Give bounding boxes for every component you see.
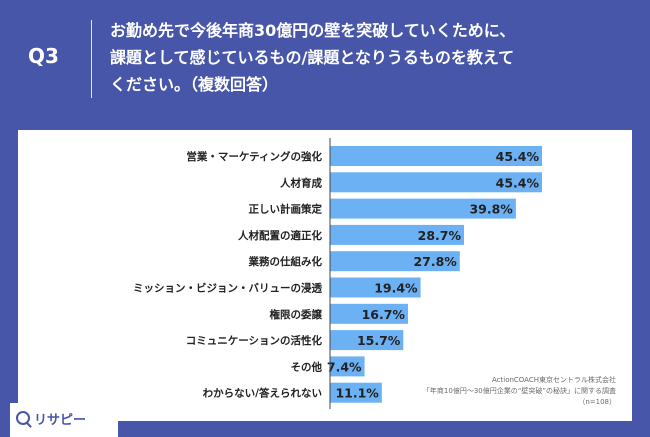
question-number: Q3 [28,44,59,68]
category-label: 業務の仕組み化 [248,255,323,268]
question-text: お勤め先で今後年商30億円の壁を突破していくために、 課題として感じているもの/… [110,17,635,98]
question-line: お勤め先で今後年商30億円の壁を突破していくために、 [110,21,516,40]
source-line: ActionCOACH東京セントラル株式会社 [491,376,616,384]
category-label: コミュニケーションの活性化 [186,334,323,347]
bar [330,224,465,245]
bar [330,146,542,166]
category-label: 権限の委譲 [270,308,323,321]
category-label: 人材育成 [280,176,322,189]
bar [330,198,516,219]
value-label: 16.7% [362,307,406,322]
source-line: （n=108） [578,398,616,406]
category-label: わからない/答えられない [203,387,322,400]
bar [330,330,404,351]
source-line: 「年商10億円〜30億円企業の“壁突破”の秘訣」に関する調査 [422,387,616,395]
value-label: 27.8% [413,254,457,269]
value-label: 45.4% [496,175,540,190]
value-label: 7.4% [327,359,362,374]
category-label: その他 [291,360,323,373]
bar [330,172,542,193]
bar-chart: 営業・マーケティングの強化 45.4% 人材育成 45.4% 正しい計画策定 39.8% 人… [133,138,542,409]
chart-card: 営業・マーケティングの強化 45.4% 人材育成 45.4% 正しい計画策定 39.8% 人… [18,130,632,421]
bar [330,382,382,403]
bar [330,277,421,298]
value-label: 28.7% [418,228,462,243]
question-line: 課題として感じているもの/課題となりうるものを教えて [110,48,515,67]
category-label: ミッション・ビジョン・バリューの浸透 [133,282,322,295]
value-label: 39.8% [469,202,513,217]
header-divider [91,20,92,98]
search-icon [16,411,30,425]
bar [330,356,365,377]
category-label: 営業・マーケティングの強化 [186,150,322,163]
value-label: 19.4% [374,281,418,296]
value-label: 45.4% [496,149,540,164]
value-label: 15.7% [357,333,401,348]
logo-text: リサピー [34,413,87,428]
question-line: ください。（複数回答） [110,75,279,94]
category-label: 正しい計画策定 [249,203,323,216]
bar [330,251,460,272]
brand-logo: リサピー [10,403,118,437]
value-label: 11.1% [335,386,379,401]
bar [330,303,408,324]
category-label: 人材配置の適正化 [238,229,322,242]
question-header: Q3 お勤め先で今後年商30億円の壁を突破していくために、 課題として感じている… [0,0,650,118]
source-note: ActionCOACH東京セントラル株式会社 「年商10億円〜30億円企業の“壁… [423,375,616,408]
